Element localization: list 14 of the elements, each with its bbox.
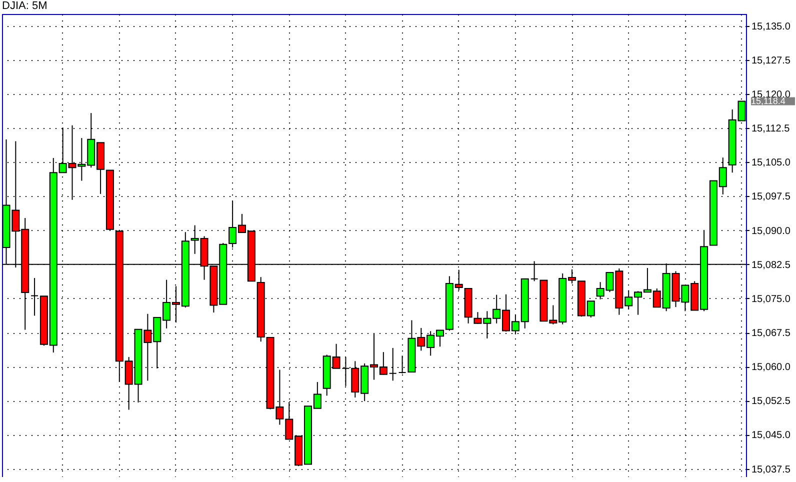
y-tick-label: 15,037.5	[752, 464, 791, 476]
y-tick-label: 15,052.5	[752, 396, 791, 408]
y-tick-label: 15,135.0	[752, 21, 791, 32]
y-tick-label: 15,112.5	[752, 124, 790, 135]
y-tick-label: 15,060.0	[752, 362, 791, 374]
y-tick-label: 15,045.0	[752, 430, 791, 442]
y-tick-label: 15,097.5	[752, 192, 791, 203]
chart-title: DJIA: 5M	[2, 0, 48, 12]
y-tick-label: 15,067.5	[752, 328, 791, 340]
y-tick-label: 15,090.0	[752, 226, 791, 237]
y-tick-label: 15,105.0	[752, 158, 791, 169]
y-tick-label: 15,075.0	[752, 294, 791, 305]
y-tick-label: 15,127.5	[752, 55, 791, 66]
y-tick-label: 15,082.5	[752, 260, 791, 271]
